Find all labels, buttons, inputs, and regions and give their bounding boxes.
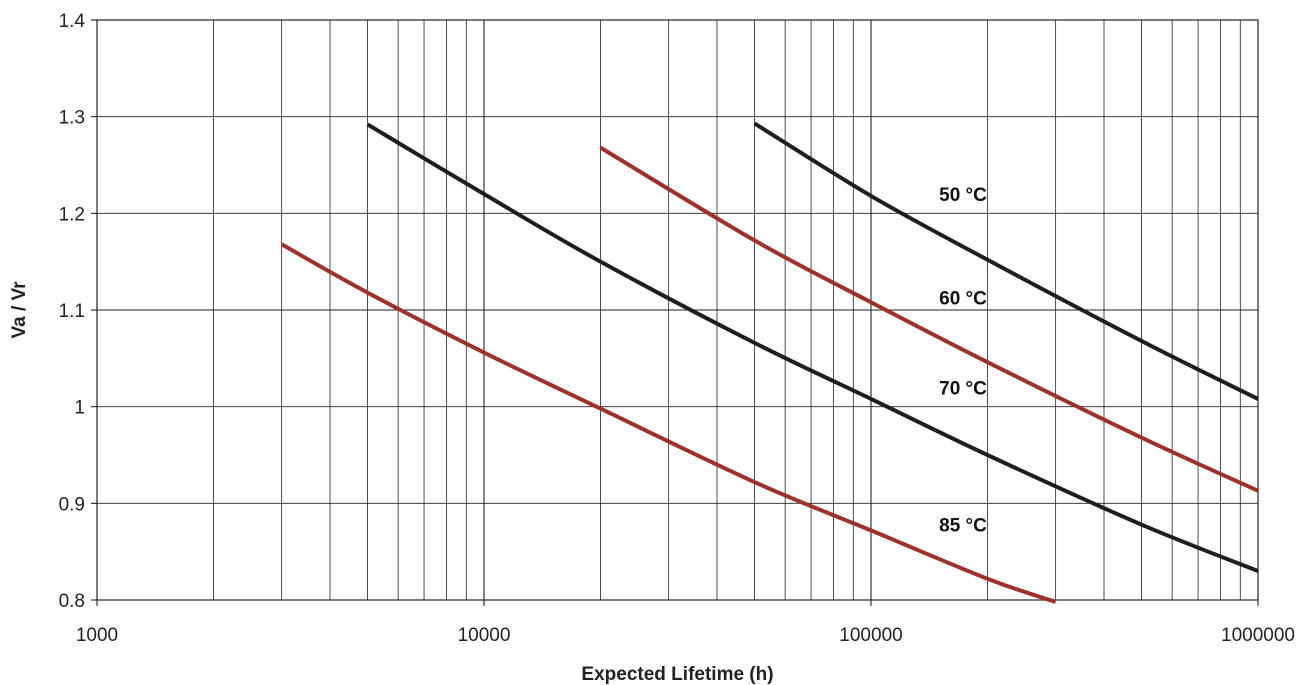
x-tick-label: 100000 [839,625,902,646]
y-tick-labels: 0.8 0.9 1 1.1 1.2 1.3 1.4 [59,11,97,612]
series-line-3 [280,242,1057,604]
x-tick-label: 10000 [458,625,511,646]
grid [97,20,1258,600]
series-label-3: 85 °C [939,516,987,537]
x-tick-label: 1000000 [1221,625,1295,646]
series-line-2 [366,122,1259,573]
series-layer: 50 °C 60 °C 70 °C 85 °C [280,121,1259,604]
y-tick-label: 0.8 [59,591,85,612]
series-line-1 [599,145,1259,493]
y-tick-label: 1 [74,398,85,419]
y-tick-label: 0.9 [59,494,85,515]
series-label-1: 60 °C [939,288,987,309]
x-axis-title: Expected Lifetime (h) [581,664,773,685]
y-tick-label: 1.2 [59,204,85,225]
y-axis-title: Va / Vr [9,281,30,339]
series-label-0: 50 °C [939,185,987,206]
y-tick-label: 1.3 [59,108,85,129]
x-tick-labels: 1000 10000 100000 1000000 [76,600,1295,646]
y-tick-label: 1.1 [59,301,85,322]
x-tick-label: 1000 [76,625,118,646]
series-line-0 [753,121,1259,401]
series-label-2: 70 °C [939,378,987,399]
y-tick-label: 1.4 [59,11,86,32]
